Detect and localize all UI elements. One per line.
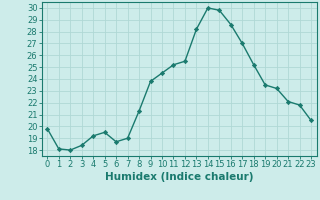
X-axis label: Humidex (Indice chaleur): Humidex (Indice chaleur) bbox=[105, 172, 253, 182]
